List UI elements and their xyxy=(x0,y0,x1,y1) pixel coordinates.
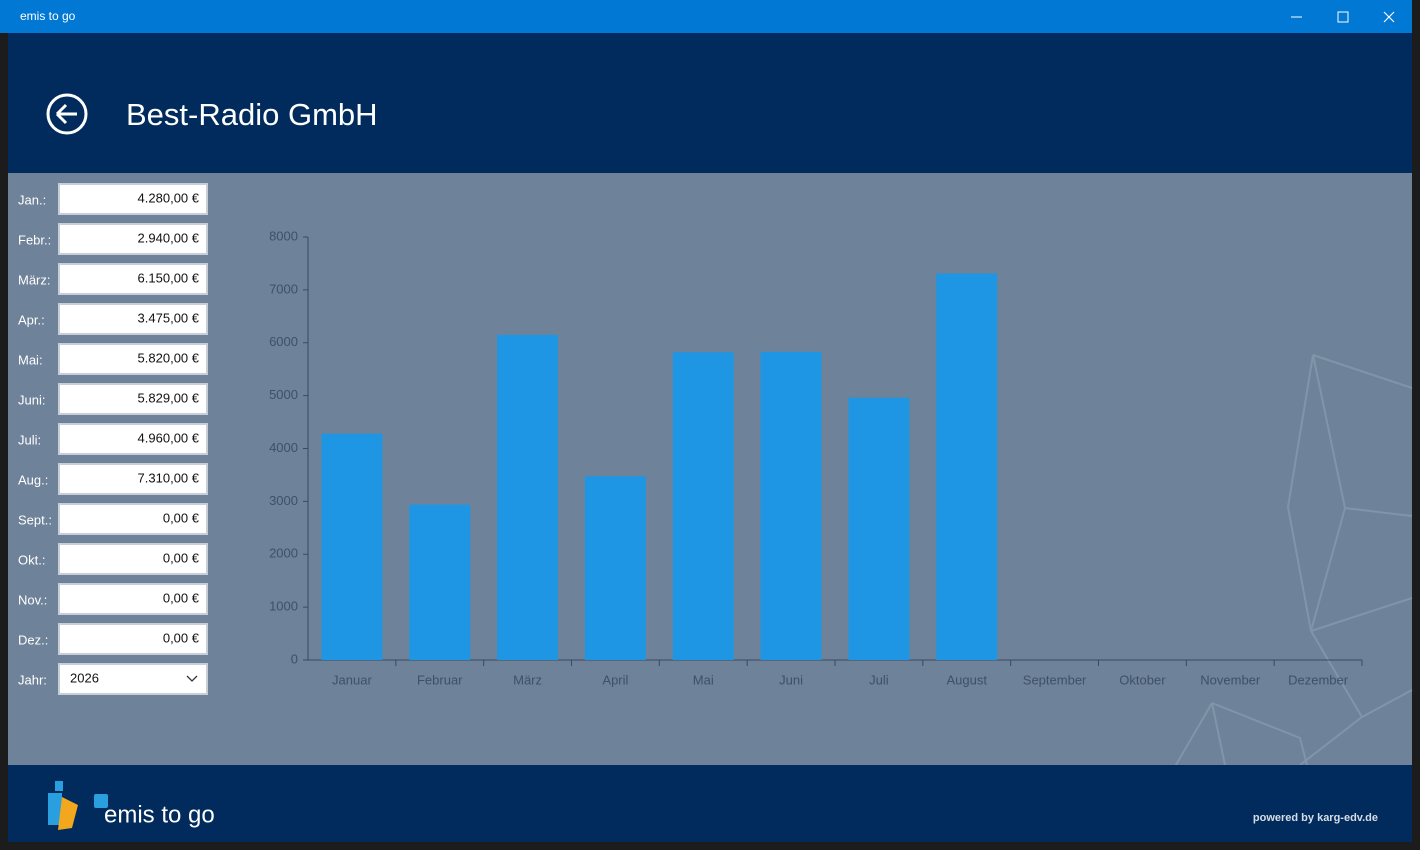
field-label: Aug.: xyxy=(18,472,48,487)
year-label: Jahr: xyxy=(18,672,47,687)
x-tick-label: Juni xyxy=(779,672,803,687)
field-label: Sept.: xyxy=(18,512,52,527)
bar xyxy=(760,351,822,660)
bar xyxy=(584,476,646,660)
amount-input[interactable] xyxy=(58,383,208,415)
bar xyxy=(848,397,910,660)
footer-powered-by: powered by karg-edv.de xyxy=(1253,812,1378,824)
x-tick-label: Oktober xyxy=(1119,672,1166,687)
amount-input[interactable] xyxy=(58,423,208,455)
amount-input[interactable] xyxy=(58,343,208,375)
amount-value: 2.940,00 € xyxy=(138,230,200,245)
amount-value: 0,00 € xyxy=(163,510,200,525)
x-tick-label: Januar xyxy=(332,672,372,687)
amount-value: 3.475,00 € xyxy=(138,310,200,325)
form: Jan.: 4.280,00 € Febr.: 2.940,00 € März: 6.15… xyxy=(18,183,208,695)
y-tick-label: 2000 xyxy=(269,546,298,561)
y-tick-label: 0 xyxy=(291,651,298,666)
header xyxy=(8,33,1412,173)
field-label: Febr.: xyxy=(18,232,51,247)
x-tick-label: April xyxy=(602,672,628,687)
background-decoration xyxy=(1172,354,1413,771)
chart: 0 1000 2000 3000 4000 5000 6000 7000 8000 Januar F… xyxy=(269,228,1363,687)
year-dropdown[interactable] xyxy=(58,663,208,695)
field-label: Juni: xyxy=(18,392,45,407)
amount-input[interactable] xyxy=(58,503,208,535)
close-button[interactable] xyxy=(1383,11,1395,23)
amount-value: 5.829,00 € xyxy=(138,390,200,405)
amount-input[interactable] xyxy=(58,543,208,575)
y-tick-label: 6000 xyxy=(269,334,298,349)
y-tick-label: 3000 xyxy=(269,493,298,508)
field-label: Juli: xyxy=(18,432,41,447)
x-tick-label: Juli xyxy=(869,672,889,687)
bar xyxy=(497,334,559,660)
y-tick-label: 7000 xyxy=(269,281,298,296)
y-tick-label: 1000 xyxy=(269,599,298,614)
field-label: Dez.: xyxy=(18,632,48,647)
amount-value: 5.820,00 € xyxy=(138,350,200,365)
dropdown-chevron xyxy=(186,675,198,682)
maximize-button[interactable] xyxy=(1337,11,1349,23)
back-button[interactable] xyxy=(46,93,88,135)
footer-logo xyxy=(48,781,108,830)
x-tick-label: August xyxy=(947,672,988,687)
page-title: Best-Radio GmbH xyxy=(126,97,378,132)
field-label: Nov.: xyxy=(18,592,47,607)
amount-input[interactable] xyxy=(58,303,208,335)
x-tick-label: November xyxy=(1200,672,1261,687)
amount-input[interactable] xyxy=(58,263,208,295)
field-label: Mai: xyxy=(18,352,43,367)
footer xyxy=(8,765,1412,842)
amount-input[interactable] xyxy=(58,183,208,215)
bar xyxy=(321,433,383,660)
bar xyxy=(409,504,471,660)
amount-value: 6.150,00 € xyxy=(138,270,200,285)
x-tick-label: Februar xyxy=(417,672,463,687)
footer-brand: emis to go xyxy=(104,801,215,828)
window-title: emis to go xyxy=(20,9,76,23)
field-label: Jan.: xyxy=(18,192,46,207)
year-value: 2026 xyxy=(70,670,99,685)
y-tick-label: 5000 xyxy=(269,387,298,402)
amount-value: 4.280,00 € xyxy=(138,190,200,205)
amount-value: 7.310,00 € xyxy=(138,470,200,485)
amount-input[interactable] xyxy=(58,623,208,655)
field-label: Apr.: xyxy=(18,312,45,327)
amount-input[interactable] xyxy=(58,223,208,255)
x-tick-label: Dezember xyxy=(1288,672,1349,687)
amount-input[interactable] xyxy=(58,463,208,495)
amount-input[interactable] xyxy=(58,583,208,615)
y-tick-label: 4000 xyxy=(269,440,298,455)
x-tick-label: Mai xyxy=(693,672,714,687)
amount-value: 0,00 € xyxy=(163,630,200,645)
y-tick-label: 8000 xyxy=(269,228,298,243)
field-label: Okt.: xyxy=(18,552,45,567)
bar xyxy=(936,273,998,660)
bar xyxy=(672,352,734,660)
x-tick-label: September xyxy=(1023,672,1087,687)
amount-value: 0,00 € xyxy=(163,590,200,605)
field-label: März: xyxy=(18,272,51,287)
x-tick-label: März xyxy=(513,672,542,687)
amount-value: 0,00 € xyxy=(163,550,200,565)
title-bar xyxy=(0,0,1412,33)
amount-value: 4.960,00 € xyxy=(138,430,200,445)
